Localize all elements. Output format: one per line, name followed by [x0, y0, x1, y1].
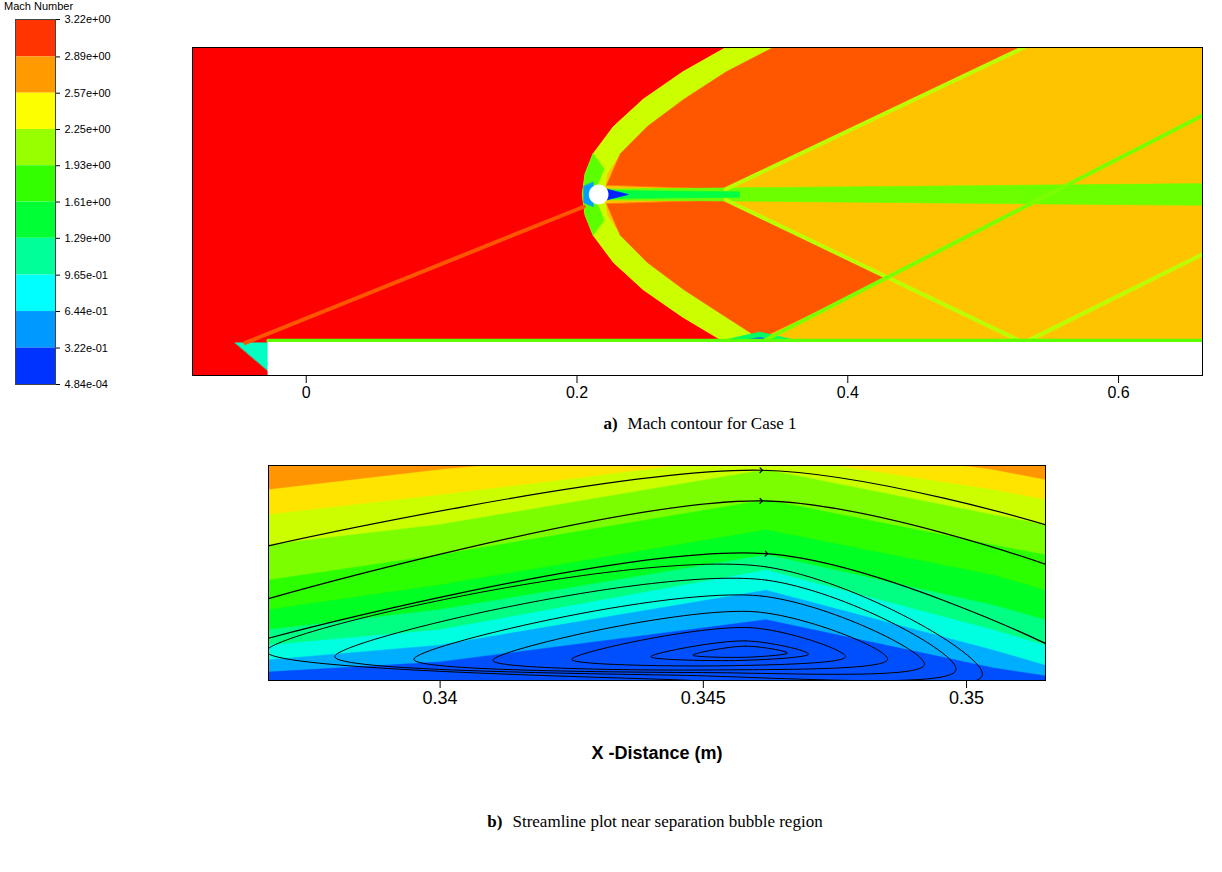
svg-text:0.35: 0.35: [949, 688, 984, 708]
svg-text:0.6: 0.6: [1107, 384, 1129, 401]
svg-text:0.2: 0.2: [566, 384, 588, 401]
svg-text:0.34: 0.34: [423, 688, 458, 708]
svg-text:3.22e-01: 3.22e-01: [65, 342, 108, 354]
svg-text:2.57e+00: 2.57e+00: [65, 87, 111, 99]
svg-text:2.25e+00: 2.25e+00: [65, 123, 111, 135]
svg-text:1.93e+00: 1.93e+00: [65, 159, 111, 171]
svg-text:0.4: 0.4: [837, 384, 859, 401]
html-text:Mach Number: Mach Number: [4, 0, 74, 12]
svg-text:6.44e-01: 6.44e-01: [65, 305, 108, 317]
svg-text:0.345: 0.345: [681, 688, 726, 708]
html-text:b): b): [487, 812, 503, 831]
svg-text:2.89e+00: 2.89e+00: [65, 50, 111, 62]
svg-text:9.65e-01: 9.65e-01: [65, 269, 108, 281]
svg-text:3.22e+00: 3.22e+00: [65, 13, 111, 25]
svg-text:0: 0: [302, 384, 311, 401]
svg-text:X -Distance (m): X -Distance (m): [591, 743, 722, 763]
html-text:Mach contour for Case 1: Mach contour for Case 1: [627, 414, 797, 433]
svg-text:1.61e+00: 1.61e+00: [65, 196, 111, 208]
html-text:a): a): [603, 414, 618, 433]
svg-text:1.29e+00: 1.29e+00: [65, 232, 111, 244]
svg-text:4.84e-04: 4.84e-04: [65, 378, 108, 390]
html-text:Streamline plot near separatio: Streamline plot near separation bubble r…: [512, 812, 823, 831]
